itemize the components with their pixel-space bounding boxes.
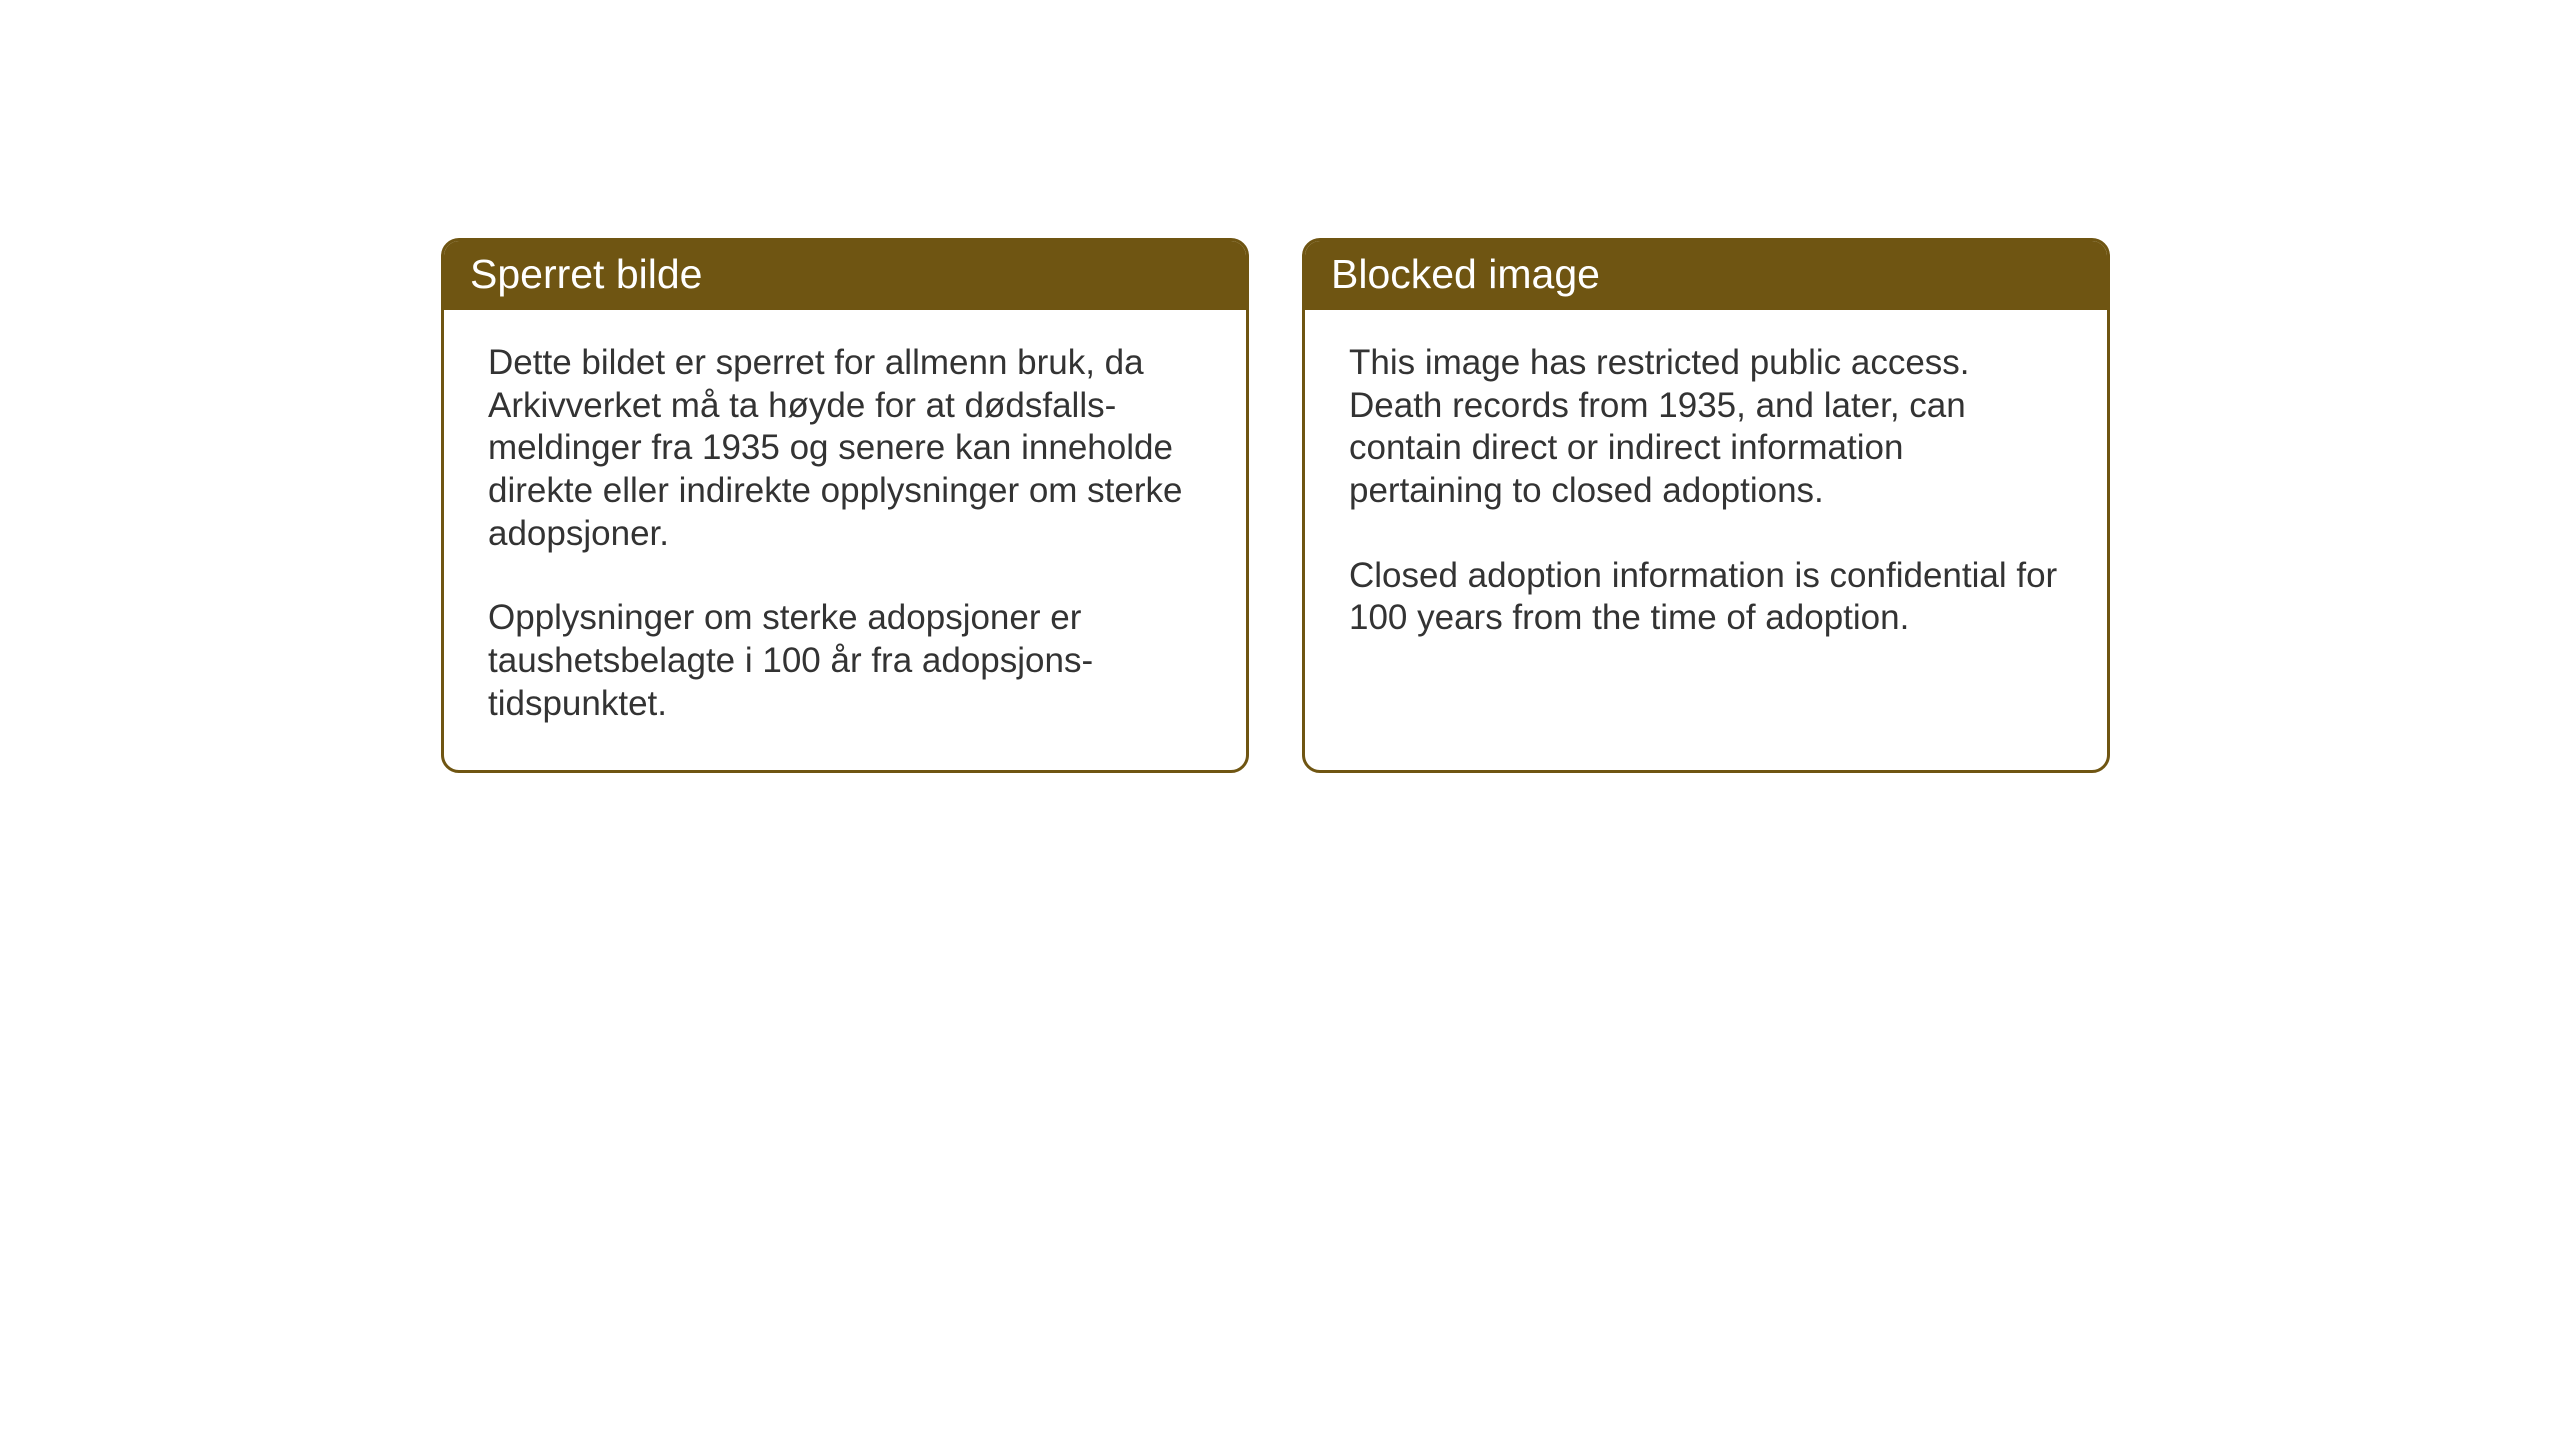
card-title-norwegian: Sperret bilde (470, 251, 702, 297)
card-title-english: Blocked image (1331, 251, 1600, 297)
card-header-english: Blocked image (1305, 241, 2107, 310)
card-header-norwegian: Sperret bilde (444, 241, 1246, 310)
notice-card-english: Blocked image This image has restricted … (1302, 238, 2110, 773)
paragraph-2-english: Closed adoption information is confident… (1349, 555, 2063, 640)
paragraph-2-norwegian: Opplysninger om sterke adopsjoner er tau… (488, 597, 1202, 725)
paragraph-1-english: This image has restricted public access.… (1349, 342, 2063, 513)
notice-card-norwegian: Sperret bilde Dette bildet er sperret fo… (441, 238, 1249, 773)
paragraph-1-norwegian: Dette bildet er sperret for allmenn bruk… (488, 342, 1202, 555)
card-body-english: This image has restricted public access.… (1305, 310, 2107, 740)
notice-container: Sperret bilde Dette bildet er sperret fo… (441, 238, 2110, 773)
card-body-norwegian: Dette bildet er sperret for allmenn bruk… (444, 310, 1246, 770)
